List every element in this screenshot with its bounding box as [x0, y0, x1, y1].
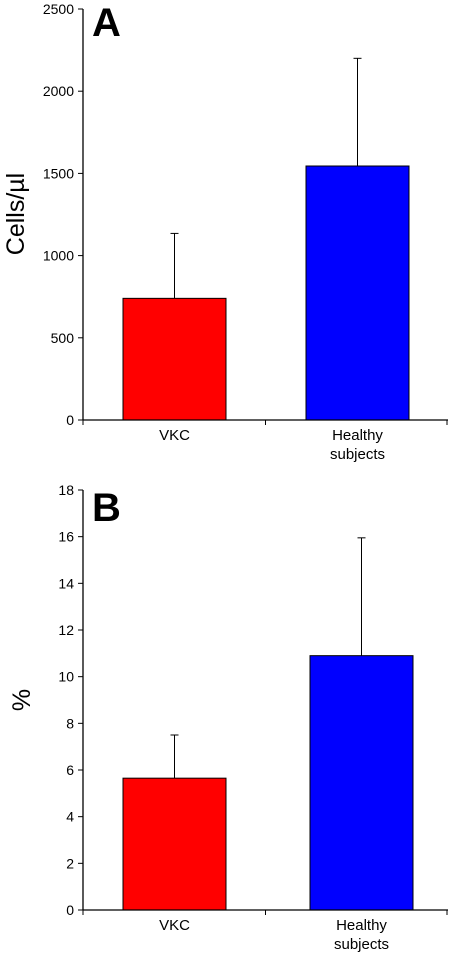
panel-a-y-tick-label: 2500	[43, 1, 74, 17]
panel-a-y-axis-label: Cells/µl	[2, 173, 30, 255]
panel-a-bar-healthy-subjects	[305, 165, 410, 421]
panel-b-category-label-0: VKC	[159, 917, 190, 934]
panel-a-y-tick-label: 1000	[43, 248, 74, 264]
panel-b-y-tick-label: 12	[58, 622, 74, 638]
panel-a-letter: A	[92, 1, 121, 45]
panel-a-y-tick-label: 2000	[43, 83, 74, 99]
panel-b-category-label-1: Healthy subjects	[334, 917, 389, 953]
panel-a-category-label-0: VKC	[159, 427, 190, 444]
panel-b-letter: B	[92, 486, 121, 530]
panel-a-bar-vkc	[122, 297, 227, 421]
panel-b-y-tick-label: 2	[66, 855, 74, 871]
panel-b-y-tick-label: 16	[58, 529, 74, 545]
panel-b-y-tick-label: 10	[58, 669, 74, 685]
panel-b-y-axis-label: %	[8, 689, 36, 711]
panel-b-bar-healthy-subjects	[309, 655, 414, 911]
panel-b-y-tick-label: 8	[66, 715, 74, 731]
panel-a-y-tick-label: 500	[51, 330, 75, 346]
panel-a-chart: 0 500 1000 1500 2000 2500 VKC Healthy subjects A C…	[2, 1, 448, 463]
panel-b-y-tick-label: 18	[58, 482, 74, 498]
panel-a-y-tick-label: 0	[66, 412, 74, 428]
panel-b-y-tick-label: 0	[66, 902, 74, 918]
panel-b-y-tick-label: 4	[66, 809, 74, 825]
panel-a-y-tick-label: 1500	[43, 165, 74, 181]
panel-b-y-tick-label: 6	[66, 762, 74, 778]
panel-b-chart: 0 2 4 6 8 10 12 14 16 18 VKC Healthy subjects B%	[8, 482, 448, 953]
panel-b-y-tick-label: 14	[58, 575, 74, 591]
panel-a-category-label-1: Healthy subjects	[330, 427, 385, 463]
panel-b-bar-vkc	[122, 777, 227, 911]
